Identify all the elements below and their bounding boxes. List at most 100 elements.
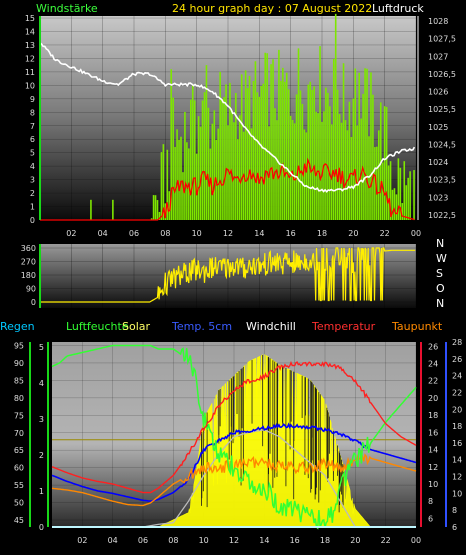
wind-tick-label: 9	[30, 95, 35, 104]
wind-direction-line	[40, 247, 416, 303]
temp5cm-tick-label: 22	[452, 388, 462, 397]
temp5cm-tick-label: 28	[452, 338, 462, 347]
rain-tick-label: 4	[39, 379, 44, 388]
time-tick-label: 10	[199, 536, 209, 545]
humidity-tick-label: 80	[14, 394, 24, 403]
time-tick-label: 06	[138, 536, 148, 545]
pressure-tick-label: 1026,5	[428, 70, 456, 79]
legend-solar: Solar	[122, 320, 151, 333]
rain-tick-label: 1	[39, 487, 44, 496]
humidity-tick-label: 65	[14, 446, 24, 455]
humidity-tick-label: 60	[14, 464, 24, 473]
time-tick-label: 22	[380, 229, 390, 238]
pressure-tick-label: 1028	[428, 17, 448, 26]
time-tick-label: 20	[348, 229, 358, 238]
temperature-tick-label: 14	[428, 446, 438, 455]
pressure-axis-title: Luftdruck	[372, 2, 424, 15]
wind-tick-label: 15	[25, 14, 35, 23]
time-tick-label: 12	[223, 229, 233, 238]
wind-tick-label: 11	[25, 68, 35, 77]
rain-tick-label: 0	[39, 523, 44, 532]
legend-windchill: Windchill	[246, 320, 296, 333]
time-tick-label: 12	[229, 536, 239, 545]
pressure-tick-label: 1023	[428, 193, 448, 202]
compass-label: O	[436, 282, 445, 295]
time-tick-label: 18	[320, 536, 330, 545]
wind-tick-label: 3	[30, 176, 35, 185]
temp5cm-tick-label: 10	[452, 489, 462, 498]
direction-tick-label: 0	[31, 298, 36, 307]
temp5cm-tick-label: 24	[452, 372, 462, 381]
wind-tick-label: 0	[30, 216, 35, 225]
compass-label: W	[436, 252, 447, 265]
temperature-tick-label: 10	[428, 480, 438, 489]
pressure-line	[39, 42, 416, 193]
time-tick-label: 18	[317, 229, 327, 238]
temp5cm-tick-label: 18	[452, 422, 462, 431]
temp5cm-tick-label: 16	[452, 439, 462, 448]
pressure-tick-label: 1023,5	[428, 176, 456, 185]
humidity-tick-label: 70	[14, 429, 24, 438]
temperature-tick-label: 24	[428, 360, 438, 369]
humidity-tick-label: 75	[14, 411, 24, 420]
pressure-tick-label: 1026	[428, 88, 448, 97]
pressure-tick-label: 1025	[428, 123, 448, 132]
humidity-tick-label: 50	[14, 499, 24, 508]
time-tick-label: 16	[290, 536, 300, 545]
humidity-line	[51, 344, 417, 530]
wind-speed-bar	[90, 199, 92, 220]
rain-tick-label: 3	[39, 415, 44, 424]
direction-tick-label: 90	[26, 285, 36, 294]
temp5cm-tick-label: 26	[452, 355, 462, 364]
wind-tick-label: 7	[30, 122, 35, 131]
pressure-tick-label: 1024,5	[428, 140, 456, 149]
wind-tick-label: 6	[30, 135, 35, 144]
time-tick-label: 02	[66, 229, 76, 238]
temperature-tick-label: 20	[428, 394, 438, 403]
pressure-tick-label: 1022,5	[428, 211, 456, 220]
temp5cm-tick-label: 12	[452, 473, 462, 482]
wind-tick-label: 1	[30, 203, 35, 212]
wind-tick-label: 8	[30, 108, 35, 117]
legend-humidity: Luftfeuchte	[66, 320, 129, 333]
temperature-tick-label: 12	[428, 463, 438, 472]
humidity-tick-label: 95	[14, 341, 24, 350]
temp5cm-tick-label: 20	[452, 405, 462, 414]
time-tick-label: 08	[160, 229, 170, 238]
pressure-tick-label: 1027,5	[428, 35, 456, 44]
wind-axis-title: Windstärke	[36, 2, 98, 15]
time-tick-label: 00	[411, 229, 421, 238]
chart-title: 24 hour graph day : 07 August 2022	[172, 2, 372, 15]
legend-temp-5cm: Temp. 5cm	[171, 320, 232, 333]
temperature-line	[51, 360, 417, 494]
wind-tick-label: 2	[30, 189, 35, 198]
time-tick-label: 02	[77, 536, 87, 545]
pressure-tick-label: 1027	[428, 52, 448, 61]
direction-tick-label: 360	[21, 244, 36, 253]
temp5cm-tick-label: 14	[452, 456, 462, 465]
wind-tick-label: 10	[25, 81, 35, 90]
compass-label: N	[436, 237, 444, 250]
time-tick-label: 20	[350, 536, 360, 545]
wind-tick-label: 5	[30, 149, 35, 158]
humidity-tick-label: 45	[14, 516, 24, 525]
temperature-tick-label: 18	[428, 411, 438, 420]
legend-rain: Regen	[0, 320, 35, 333]
temp-5cm-line	[51, 422, 417, 503]
time-tick-label: 00	[411, 536, 421, 545]
wind-tick-label: 4	[30, 162, 35, 171]
temp5cm-tick-label: 6	[452, 523, 457, 532]
temp5cm-tick-label: 8	[452, 506, 457, 515]
gust-line	[40, 157, 415, 221]
time-tick-label: 04	[108, 536, 118, 545]
wind-tick-label: 13	[25, 41, 35, 50]
legend-dewpoint: Taupunkt	[391, 320, 443, 333]
rain-tick-label: 2	[39, 451, 44, 460]
temperature-tick-label: 6	[428, 514, 433, 523]
compass-label: S	[436, 267, 443, 280]
time-tick-label: 14	[254, 229, 264, 238]
humidity-tick-label: 85	[14, 376, 24, 385]
wind-tick-label: 14	[25, 28, 35, 37]
